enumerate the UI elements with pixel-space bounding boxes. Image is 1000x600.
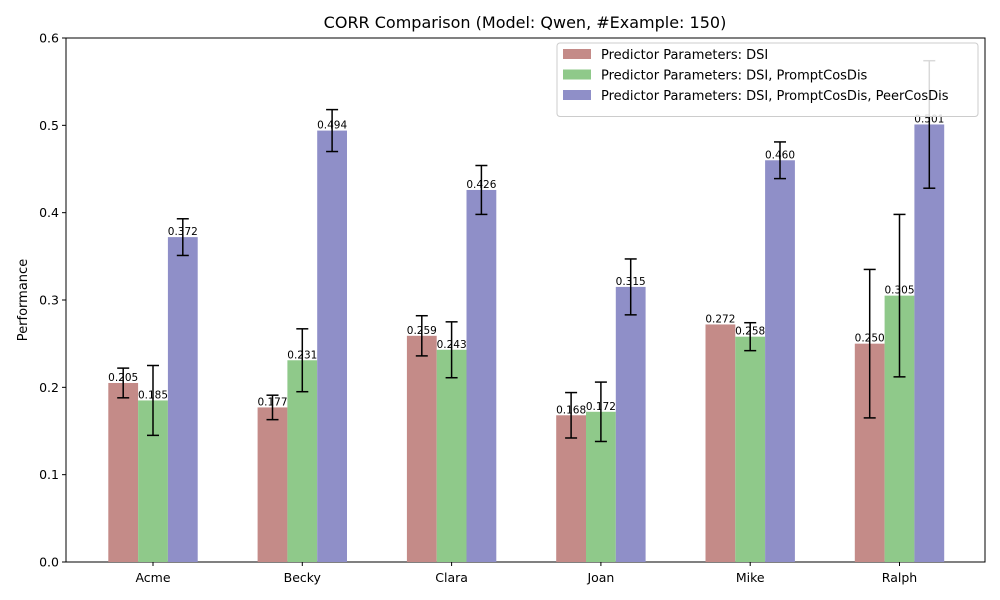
data-label: 0.460 (765, 149, 795, 161)
data-label: 0.372 (168, 226, 198, 238)
bar (765, 160, 795, 562)
bar (108, 382, 139, 562)
y-tick-label: 0.5 (39, 118, 59, 133)
bar (466, 189, 497, 562)
data-label: 0.205 (108, 372, 138, 384)
legend-label: Predictor Parameters: DSI (601, 48, 768, 63)
y-axis-label: Performance (16, 259, 31, 341)
bar (556, 415, 586, 562)
bar (406, 335, 437, 562)
data-label: 0.426 (466, 179, 496, 191)
bar (615, 286, 646, 562)
bar (257, 407, 288, 562)
bar (705, 324, 736, 562)
bar (436, 349, 467, 562)
data-label: 0.185 (138, 389, 168, 401)
y-tick-label: 0.1 (39, 467, 59, 482)
data-label: 0.168 (556, 404, 586, 416)
data-label: 0.259 (407, 325, 437, 337)
data-label: 0.177 (257, 396, 287, 408)
x-tick-label: Ralph (882, 570, 917, 585)
data-label: 0.494 (317, 120, 347, 132)
bar (317, 130, 347, 562)
legend-swatch (563, 49, 591, 59)
y-tick-label: 0.2 (39, 380, 59, 395)
y-tick-label: 0.4 (39, 205, 59, 220)
legend-label: Predictor Parameters: DSI, PromptCosDis (601, 69, 868, 84)
x-tick-label: Mike (736, 570, 765, 585)
bar (735, 336, 766, 562)
bar (167, 237, 198, 562)
y-tick-label: 0.0 (39, 555, 59, 570)
legend: Predictor Parameters: DSI Predictor Param… (556, 42, 979, 117)
data-label: 0.315 (616, 276, 646, 288)
data-label: 0.231 (287, 349, 317, 361)
x-tick-label: Joan (586, 570, 614, 585)
legend-swatch (563, 90, 591, 100)
data-label: 0.272 (705, 313, 735, 325)
data-label: 0.250 (855, 333, 885, 345)
y-tick-label: 0.6 (39, 31, 59, 46)
x-tick-label: Becky (284, 570, 322, 585)
data-label: 0.305 (884, 285, 914, 297)
data-label: 0.172 (586, 401, 616, 413)
data-label: 0.243 (437, 339, 467, 351)
chart-title: CORR Comparison (Model: Qwen, #Example: … (324, 13, 727, 32)
legend-label: Predictor Parameters: DSI, PromptCosDis,… (601, 89, 949, 104)
x-tick-label: Clara (435, 570, 468, 585)
legend-box (556, 42, 979, 117)
bar (914, 124, 945, 563)
y-tick-label: 0.3 (39, 293, 59, 308)
x-tick-label: Acme (135, 570, 170, 585)
bar (287, 360, 318, 562)
data-label: 0.258 (735, 326, 765, 338)
legend-swatch (563, 69, 591, 80)
